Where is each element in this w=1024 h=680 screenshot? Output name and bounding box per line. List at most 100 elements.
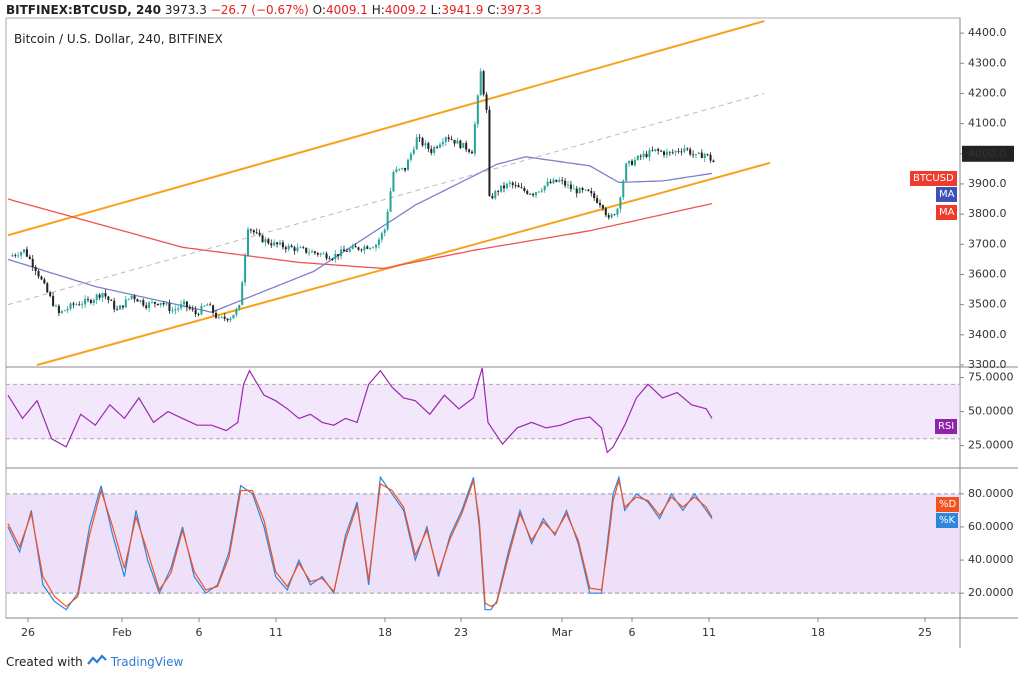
candle-body [377, 239, 380, 245]
candle-body [104, 292, 107, 297]
tradingview-brand[interactable]: TradingView [110, 654, 184, 669]
candle-body [153, 302, 156, 304]
candle-body [581, 187, 584, 190]
candle-body [404, 167, 407, 171]
candle-body [101, 292, 104, 298]
candle-body [447, 137, 450, 140]
candle-body [703, 153, 706, 159]
candle-body [389, 191, 392, 212]
candle-body [604, 208, 607, 216]
candle-body [212, 305, 215, 313]
stoch-tick-label: 80.0000 [968, 487, 1014, 500]
candle-body [427, 143, 430, 149]
candle-body [657, 149, 660, 151]
candle-body [374, 244, 378, 248]
candle-body [372, 247, 375, 249]
candle-body [424, 143, 427, 146]
candle-body [700, 152, 703, 159]
candle-body [628, 160, 631, 164]
x-tick-label: 6 [196, 626, 203, 639]
candle-body [46, 283, 49, 293]
candle-body [86, 299, 90, 300]
candle-body [325, 253, 328, 259]
candle-body [648, 150, 651, 158]
candle-body [671, 152, 674, 154]
candle-body [270, 243, 273, 246]
candle-body [40, 276, 43, 280]
candle-body [569, 184, 572, 189]
candle-body [267, 239, 270, 244]
candle-body [340, 249, 343, 257]
candle-body [625, 163, 628, 181]
candle-body [66, 308, 69, 311]
candle-body [409, 153, 412, 160]
candle-body [331, 259, 334, 260]
candle-body [680, 151, 683, 153]
candle-body [107, 296, 110, 301]
close-label: C: [487, 3, 500, 17]
candle-body [508, 182, 511, 184]
price-tick-label: 3800.0 [968, 207, 1007, 220]
candle-body [171, 310, 174, 312]
candle-body [139, 300, 142, 302]
candle-body [281, 242, 284, 248]
candle-body [534, 192, 538, 196]
stoch-tick-label: 60.0000 [968, 520, 1014, 533]
candle-body [546, 181, 549, 186]
candle-body [366, 246, 369, 249]
stoch-d-line [7, 480, 713, 608]
ma-slow-tag: MA [936, 205, 958, 220]
candle-body [159, 302, 162, 306]
created-with-text: Created with [6, 654, 83, 669]
candle-body [244, 255, 247, 283]
stoch-tick-label: 40.0000 [968, 553, 1014, 566]
candle-body [345, 251, 348, 252]
x-tick-label: 18 [378, 626, 392, 639]
candle-body [319, 253, 322, 255]
candle-body [639, 155, 642, 157]
candle-body [75, 304, 78, 306]
rsi-tag: RSI [935, 419, 958, 434]
candle-body [660, 150, 663, 152]
candle-body [69, 303, 72, 309]
candle-body [273, 242, 276, 246]
candle-body [607, 215, 610, 218]
candle-body [310, 251, 314, 253]
candle-body [246, 229, 250, 256]
candle-body [337, 254, 340, 257]
candle-body [401, 167, 404, 169]
candle-body [470, 151, 474, 154]
btcusd-tag: BTCUSD [910, 171, 957, 186]
candle-body [369, 247, 372, 249]
candle-body [334, 254, 337, 260]
candle-body [514, 185, 517, 186]
stoch-k-tag: %K [936, 513, 959, 528]
candle-body [182, 301, 186, 305]
candle-body [31, 258, 34, 267]
candle-body [633, 159, 636, 166]
candle-body [575, 188, 578, 194]
candle-body [383, 229, 386, 234]
candle-body [342, 249, 346, 252]
candle-body [229, 318, 232, 321]
candle-body [677, 150, 680, 152]
candle-body [223, 316, 226, 319]
candle-body [255, 232, 258, 234]
x-tick-label: Mar [552, 626, 573, 639]
last-price: 3973.3 [164, 3, 207, 17]
rsi-tick-label: 75.0000 [968, 371, 1014, 384]
candle-body [136, 299, 139, 302]
candle-body [124, 299, 127, 308]
candle-body [11, 255, 14, 257]
candle-body [543, 185, 546, 191]
candle-body [162, 302, 165, 305]
candle-body [130, 295, 133, 299]
candle-body [651, 150, 654, 152]
candle-body [357, 247, 360, 250]
candle-body [20, 252, 23, 256]
candle-body [395, 169, 398, 172]
symbol-name: BITFINEX:BTCUSD, 240 [6, 3, 162, 17]
candle-body [142, 300, 145, 306]
candle-body [238, 305, 241, 310]
candle-body [412, 149, 415, 154]
